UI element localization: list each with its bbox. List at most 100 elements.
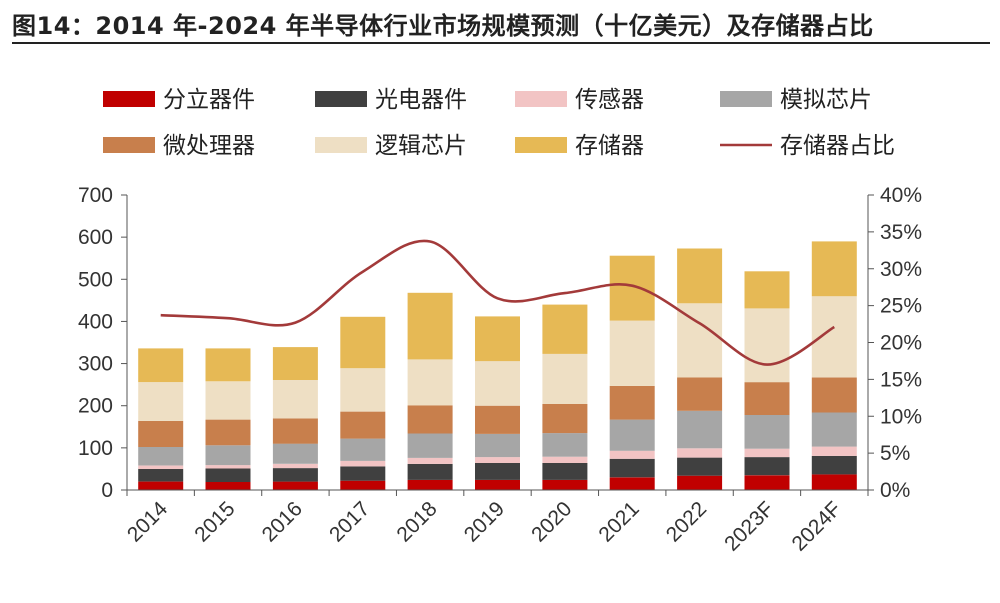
legend-label: 模拟芯片 — [780, 87, 872, 113]
bar-segment — [340, 460, 386, 467]
bar-segment — [407, 359, 453, 406]
bar-segment — [744, 382, 790, 415]
bar-segment — [407, 479, 453, 490]
bar-segment — [811, 377, 857, 413]
bar-segment — [609, 419, 655, 451]
bar-segment — [272, 347, 318, 380]
legend-swatch — [720, 91, 772, 107]
x-tick-label: 2014 — [123, 497, 173, 547]
bar-segment — [677, 475, 723, 490]
bar-segment — [542, 456, 588, 463]
bar-segment — [138, 481, 184, 490]
bar-segment — [138, 468, 184, 482]
bar-segment — [138, 465, 184, 469]
x-tick-label: 2019 — [460, 497, 509, 546]
bar-segment — [340, 411, 386, 439]
bar-segment — [138, 447, 184, 466]
bar-segment — [475, 479, 520, 490]
bar-segment — [542, 404, 588, 434]
x-tick-label: 2015 — [190, 497, 239, 546]
y-tick-label: 0 — [101, 479, 113, 502]
x-tick-label: 2017 — [325, 497, 374, 546]
legend-swatch — [515, 91, 567, 107]
bar-segment — [744, 457, 790, 476]
bar-segment — [205, 482, 251, 490]
memory-share-line — [160, 239, 835, 366]
bar-segment — [475, 316, 520, 362]
bar-segment — [272, 463, 318, 469]
y2-tick-label: 30% — [880, 258, 922, 281]
bar-segment — [542, 479, 588, 490]
bar-segment — [272, 468, 318, 482]
y2-tick-label: 5% — [880, 442, 910, 465]
y-tick-label: 200 — [78, 395, 113, 418]
legend-label: 逻辑芯片 — [375, 133, 467, 159]
x-tick-label: 2022 — [662, 497, 711, 546]
bar-segment — [475, 457, 520, 463]
y2-tick-label: 40% — [880, 184, 922, 207]
bar-segment — [811, 474, 857, 490]
x-tick-label: 2016 — [258, 497, 307, 546]
legend-label: 存储器占比 — [780, 133, 895, 159]
bar-segment — [677, 410, 723, 449]
bar-segment — [744, 308, 790, 383]
legend-label: 分立器件 — [163, 87, 255, 113]
legend-label: 光电器件 — [375, 87, 467, 113]
bar-segment — [340, 368, 386, 412]
bar-segment — [205, 381, 251, 420]
bar-segment — [407, 458, 453, 464]
bar-segment — [205, 468, 251, 482]
x-tick-label: 2024F — [787, 497, 845, 555]
bar-segment — [677, 448, 723, 458]
bar-segment — [609, 320, 655, 386]
bar-segment — [475, 405, 520, 434]
bar-segment — [677, 377, 723, 411]
legend-swatch — [315, 137, 367, 153]
bar-segment — [205, 419, 251, 446]
legend-label: 存储器 — [575, 133, 644, 159]
bar-segment — [340, 438, 386, 461]
y2-tick-label: 20% — [880, 332, 922, 355]
y-tick-label: 700 — [78, 184, 113, 207]
y2-tick-label: 35% — [880, 221, 922, 244]
y-tick-label: 300 — [78, 353, 113, 376]
y2-tick-label: 15% — [880, 368, 922, 391]
bar-segment — [811, 446, 857, 456]
y-tick-label: 400 — [78, 310, 113, 333]
y-tick-label: 600 — [78, 226, 113, 249]
title-underline — [12, 42, 990, 44]
bar-segment — [744, 475, 790, 491]
bar-segment — [475, 433, 520, 458]
line-layer — [160, 239, 835, 366]
x-tick-label: 2020 — [527, 497, 576, 546]
bar-segment — [542, 463, 588, 480]
bar-segment — [138, 348, 184, 383]
bar-segment — [609, 385, 655, 420]
bar-segment — [340, 316, 386, 369]
bar-segment — [542, 353, 588, 404]
x-tick-label: 2021 — [594, 497, 643, 546]
bar-segment — [744, 271, 790, 309]
y-tick-label: 100 — [78, 437, 113, 460]
bar-segment — [205, 465, 251, 469]
bar-segment — [744, 415, 790, 449]
legend-label: 传感器 — [575, 87, 644, 113]
bar-segment — [811, 296, 857, 378]
x-tick-label: 2018 — [392, 497, 441, 546]
bar-segment — [677, 303, 723, 378]
bar-segment — [811, 455, 857, 475]
bar-segment — [542, 304, 588, 354]
y2-tick-label: 10% — [880, 405, 922, 428]
bar-segment — [272, 481, 318, 490]
bar-segment — [272, 418, 318, 444]
bar-layer — [138, 241, 857, 491]
figure-title: 图14：2014 年-2024 年半导体行业市场规模预测（十亿美元）及存储器占比 — [12, 12, 874, 40]
bar-segment — [407, 292, 453, 360]
legend-swatch — [103, 91, 155, 107]
bar-segment — [475, 463, 520, 480]
bar-segment — [205, 445, 251, 466]
bar-segment — [811, 241, 857, 297]
bar-segment — [138, 382, 184, 421]
